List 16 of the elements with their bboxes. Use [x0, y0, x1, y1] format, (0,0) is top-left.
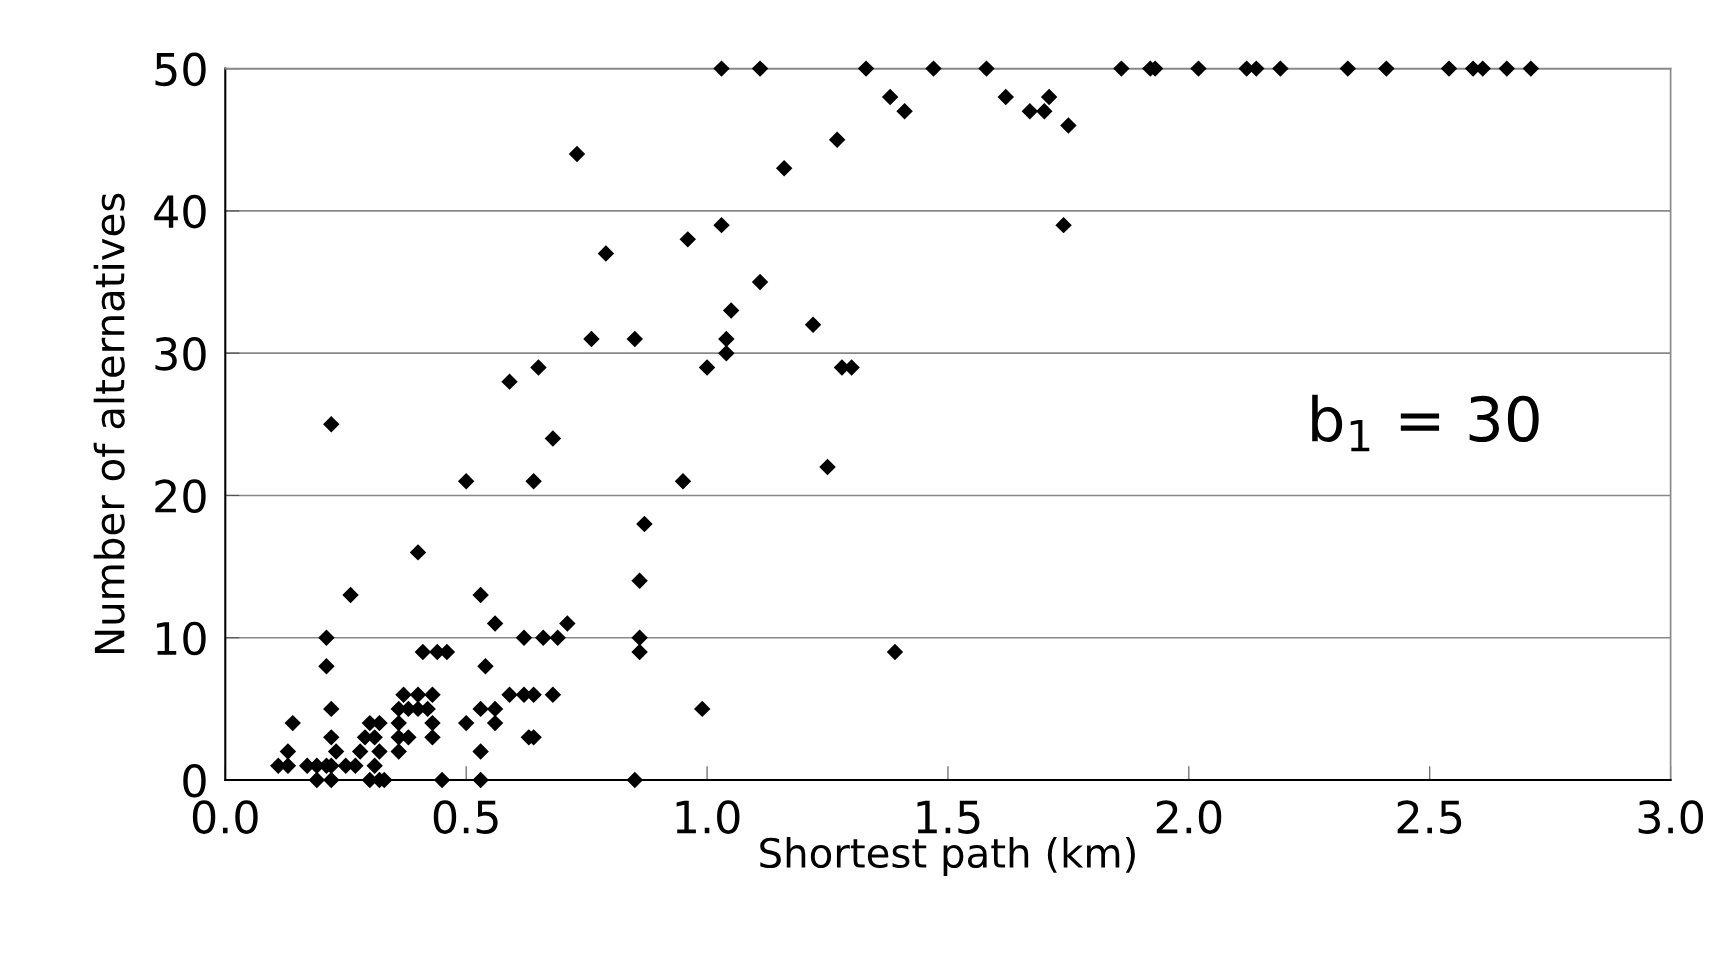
y-tick-label: 10 — [156, 621, 206, 656]
y-tick-label: 50 — [155, 52, 206, 87]
x-tick-label: 0.0 — [192, 800, 258, 834]
x-tick-label: 1.5 — [917, 800, 980, 834]
y-axis-title: Number of alternatives — [93, 193, 125, 654]
x-tick-label: 3.0 — [1638, 800, 1703, 834]
y-tick-label: 30 — [155, 337, 206, 371]
x-tick-label: 2.0 — [1156, 800, 1222, 834]
x-tick-label: 2.5 — [1397, 800, 1462, 834]
x-axis-title: Shortest path (km) — [760, 836, 1135, 876]
x-tick-label: 0.5 — [433, 800, 498, 834]
annotation: b$_{1}$ = 30 — [1312, 394, 1539, 452]
x-tick-label: 1.0 — [676, 800, 740, 834]
y-tick-label: 40 — [154, 194, 206, 229]
y-tick-label: 0 — [183, 763, 206, 798]
y-tick-label: 20 — [155, 479, 206, 513]
